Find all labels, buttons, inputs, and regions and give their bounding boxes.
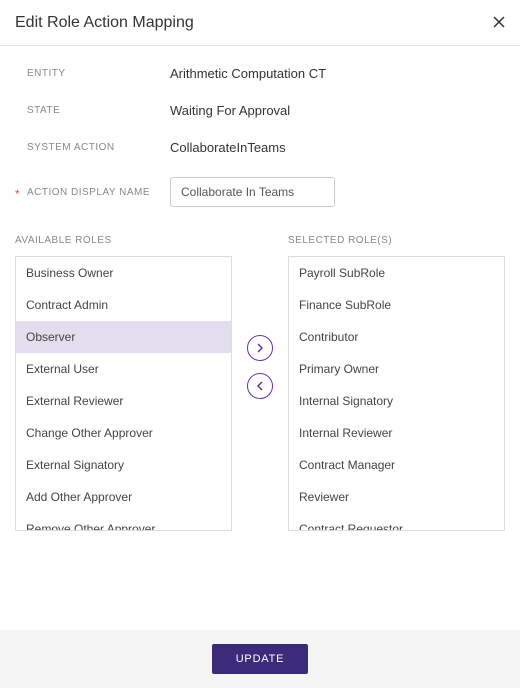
modal-footer: UPDATE: [0, 630, 520, 688]
transfer-controls: [247, 335, 273, 399]
available-role-item[interactable]: External User: [16, 353, 231, 385]
state-label: STATE: [15, 105, 170, 116]
modal-content: ENTITY Arithmetic Computation CT STATE W…: [0, 46, 520, 531]
selected-role-item[interactable]: Internal Reviewer: [289, 417, 504, 449]
update-button[interactable]: UPDATE: [212, 644, 309, 674]
available-roles-header: AVAILABLE ROLES: [15, 235, 232, 246]
selected-roles-column: SELECTED ROLE(S) Payroll SubRoleFinance …: [288, 235, 505, 531]
selected-roles-list[interactable]: Payroll SubRoleFinance SubRoleContributo…: [288, 256, 505, 531]
available-role-item[interactable]: Remove Other Approver: [16, 513, 231, 531]
entity-label: ENTITY: [15, 68, 170, 79]
selected-role-item[interactable]: Internal Signatory: [289, 385, 504, 417]
entity-row: ENTITY Arithmetic Computation CT: [15, 66, 505, 81]
system-action-label: SYSTEM ACTION: [15, 142, 170, 153]
available-role-item[interactable]: Observer: [16, 321, 231, 353]
selected-roles-header: SELECTED ROLE(S): [288, 235, 505, 246]
available-roles-column: AVAILABLE ROLES Business OwnerContract A…: [15, 235, 232, 531]
display-name-label: ACTION DISPLAY NAME: [15, 187, 170, 198]
move-right-button[interactable]: [247, 335, 273, 361]
display-name-row: ACTION DISPLAY NAME: [15, 177, 505, 207]
display-name-input[interactable]: [170, 177, 335, 207]
system-action-row: SYSTEM ACTION CollaborateInTeams: [15, 140, 505, 155]
state-value: Waiting For Approval: [170, 103, 290, 118]
available-roles-list[interactable]: Business OwnerContract AdminObserverExte…: [15, 256, 232, 531]
available-role-item[interactable]: External Reviewer: [16, 385, 231, 417]
selected-role-item[interactable]: Contributor: [289, 321, 504, 353]
close-icon[interactable]: [493, 12, 505, 33]
selected-role-item[interactable]: Finance SubRole: [289, 289, 504, 321]
modal-header: Edit Role Action Mapping: [0, 0, 520, 46]
selected-role-item[interactable]: Reviewer: [289, 481, 504, 513]
modal-title: Edit Role Action Mapping: [15, 14, 194, 32]
available-role-item[interactable]: Change Other Approver: [16, 417, 231, 449]
move-left-button[interactable]: [247, 373, 273, 399]
selected-role-item[interactable]: Payroll SubRole: [289, 257, 504, 289]
entity-value: Arithmetic Computation CT: [170, 66, 326, 81]
available-role-item[interactable]: External Signatory: [16, 449, 231, 481]
selected-role-item[interactable]: Contract Manager: [289, 449, 504, 481]
available-role-item[interactable]: Business Owner: [16, 257, 231, 289]
selected-role-item[interactable]: Primary Owner: [289, 353, 504, 385]
system-action-value: CollaborateInTeams: [170, 140, 286, 155]
selected-role-item[interactable]: Contract Requestor: [289, 513, 504, 531]
available-role-item[interactable]: Contract Admin: [16, 289, 231, 321]
roles-container: AVAILABLE ROLES Business OwnerContract A…: [15, 235, 505, 531]
available-role-item[interactable]: Add Other Approver: [16, 481, 231, 513]
state-row: STATE Waiting For Approval: [15, 103, 505, 118]
